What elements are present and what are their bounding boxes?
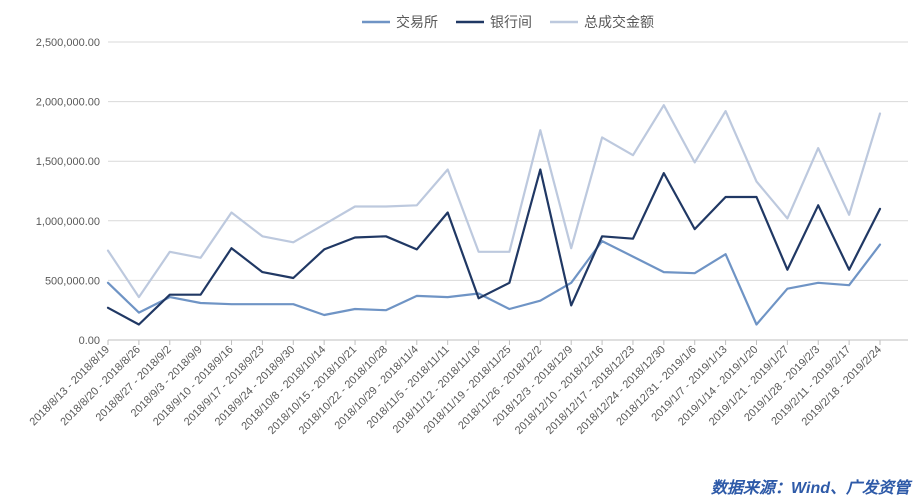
y-tick-label: 1,000,000.00: [36, 216, 100, 228]
legend-label: 银行间: [490, 14, 532, 30]
source-note: 数据来源：Wind、广发资管: [711, 474, 910, 498]
y-tick-label: 2,000,000.00: [36, 97, 100, 109]
line-chart: 0.00 500,000.00 1,000,000.00 1,500,000.00 2,…: [0, 0, 924, 502]
legend-label: 交易所: [396, 14, 438, 30]
legend-label: 总成交金额: [584, 14, 654, 30]
y-tick-label: 500,000.00: [45, 275, 100, 287]
y-tick-label: 1,500,000.00: [36, 156, 100, 168]
y-tick-label: 2,500,000.00: [36, 37, 100, 49]
source-note-text: 数据来源：Wind、广发资管: [711, 480, 910, 497]
y-tick-label: 0.00: [79, 335, 100, 347]
chart-container: 0.00 500,000.00 1,000,000.00 1,500,000.00 2,…: [0, 0, 924, 502]
